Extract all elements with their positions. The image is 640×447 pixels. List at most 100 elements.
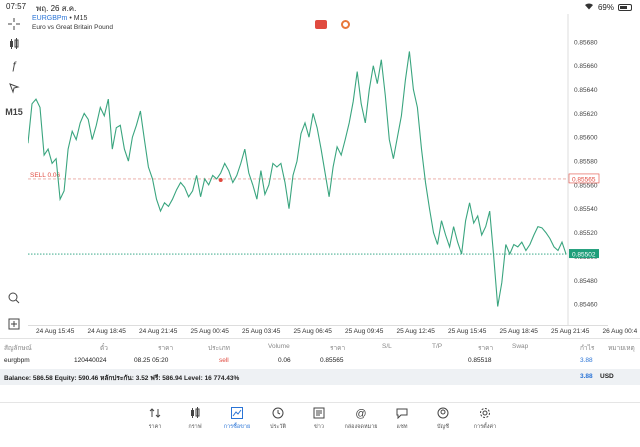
y-tick-label: 0.85460	[574, 302, 598, 309]
chart-description: Euro vs Great Britain Pound	[32, 24, 113, 31]
y-tick-label: 0.85560	[574, 182, 598, 189]
wifi-icon	[584, 2, 594, 12]
balance-profit: 3.88	[580, 373, 593, 380]
y-tick-label: 0.85600	[574, 135, 598, 142]
account-icon	[423, 407, 463, 421]
row-type: sell	[219, 357, 229, 364]
row-open-price: 0.85565	[320, 357, 344, 364]
nav-item-chat[interactable]: แชท	[382, 407, 422, 431]
x-tick-label: 24 Aug 21:45	[139, 328, 178, 335]
chart-symbol-header: EURGBPm • M15	[32, 15, 87, 22]
chart-symbol: EURGBPm	[32, 15, 68, 22]
row-symbol: eurgbpm	[4, 357, 30, 364]
nav-item-trade[interactable]: การซื้อขาย	[217, 407, 257, 431]
col-open-price: ราคา	[330, 345, 346, 352]
col-tp: T/P	[432, 343, 443, 350]
battery-icon	[618, 3, 632, 11]
history-icon	[258, 407, 298, 421]
sell-price-tag	[568, 173, 600, 184]
new-order-icon[interactable]	[6, 316, 22, 332]
x-tick-label: 25 Aug 09:45	[345, 328, 384, 335]
news-icon	[299, 407, 339, 421]
nav-item-news[interactable]: ข่าว	[299, 407, 339, 431]
nav-item-label: ราคา	[148, 424, 162, 430]
nav-item-label: บัญชี	[437, 424, 449, 430]
status-date: พฤ. 26 ส.ค.	[36, 4, 77, 13]
y-tick-label: 0.85540	[574, 206, 598, 213]
x-tick-label: 25 Aug 15:45	[448, 328, 487, 335]
row-profit: 3.88	[580, 357, 593, 364]
price-series-line	[28, 51, 567, 307]
col-comment: หมายเหตุ	[608, 345, 635, 352]
nav-item-history[interactable]: ประวัติ	[258, 407, 298, 431]
nav-item-label: กราฟ	[188, 424, 202, 430]
row-current-price: 0.85518	[468, 357, 492, 364]
x-tick-label: 25 Aug 03:45	[242, 328, 281, 335]
status-bar: 07:57 พฤ. 26 ส.ค. 69%	[0, 0, 640, 14]
battery-percent: 69%	[597, 2, 614, 12]
nav-item-mailbox[interactable]: @ กล่องจดหมาย	[341, 407, 381, 431]
col-profit: กำไร	[580, 345, 595, 352]
table-row[interactable]: eurgbpm 120440024 08.25 05:20 sell 0.06 …	[0, 353, 640, 368]
chart-candles-icon	[175, 407, 215, 421]
timeframe-button[interactable]: M15	[5, 107, 23, 117]
x-tick-label: 25 Aug 21:45	[551, 328, 590, 335]
col-sl: S/L	[382, 343, 392, 350]
nav-item-chart-candles[interactable]: กราฟ	[175, 407, 215, 431]
sell-label: SELL 0.06	[30, 172, 61, 179]
row-volume: 0.06	[278, 357, 291, 364]
sell-price-tag-label: 0.85565	[572, 176, 596, 183]
indicators-icon[interactable]: ƒ	[10, 60, 18, 72]
bottom-navigation: ราคา กราฟ การซื้อขาย ประวัติ ข่าว @ กล่องจดหมา…	[0, 402, 640, 447]
x-tick-label: 25 Aug 00:45	[190, 328, 229, 335]
balance-summary: Balance: 586.58 Equity: 590.46 หลักประกั…	[4, 375, 240, 382]
nav-item-label: กล่องจดหมาย	[344, 424, 378, 430]
col-ticket: ตั๋ว	[100, 345, 108, 352]
col-current-price: ราคา	[478, 345, 494, 352]
x-axis: 24 Aug 15:45 24 Aug 18:45 24 Aug 21:45 25 A…	[28, 326, 640, 338]
x-tick-label: 25 Aug 18:45	[499, 328, 538, 335]
row-time: 08.25 05:20	[134, 357, 169, 364]
current-price-tag	[569, 249, 599, 259]
y-tick-label: 0.85680	[574, 39, 598, 46]
chart-toolbar: ƒ M15	[0, 14, 28, 334]
col-swap: Swap	[512, 343, 529, 350]
nav-item-label: ประวัติ	[269, 424, 287, 430]
zoom-icon[interactable]	[6, 290, 22, 306]
nav-item-settings[interactable]: การตั้งค่า	[465, 407, 505, 431]
one-click-trading-icon[interactable]	[341, 20, 350, 29]
col-symbol: สัญลักษณ์	[4, 345, 32, 352]
chart-type-icon[interactable]	[6, 36, 22, 52]
balance-bar: Balance: 586.58 Equity: 590.46 หลักประกั…	[0, 369, 640, 385]
col-price: ราคา	[158, 345, 174, 352]
nav-item-label: การซื้อขาย	[223, 424, 251, 430]
sell-entry-marker	[218, 177, 223, 182]
flag-icon[interactable]	[315, 20, 327, 29]
y-tick-label: 0.85640	[574, 87, 598, 94]
nav-item-account[interactable]: บัญชี	[423, 407, 463, 431]
x-tick-label: 26 Aug 00:4	[602, 328, 638, 335]
x-tick-label: 25 Aug 06:45	[293, 328, 332, 335]
y-tick-label: 0.85660	[574, 63, 598, 70]
objects-icon[interactable]	[6, 80, 22, 96]
y-tick-label: 0.85480	[574, 278, 598, 285]
chart-timeframe: • M15	[67, 15, 88, 22]
positions-table-header: สัญลักษณ์ ตั๋ว ราคา ประเภท Volume ราคา S…	[0, 338, 640, 353]
nav-item-quotes[interactable]: ราคา	[135, 407, 175, 431]
chat-icon	[382, 407, 422, 421]
quotes-icon	[135, 407, 175, 421]
nav-item-label: แชท	[396, 424, 408, 430]
col-type: ประเภท	[208, 345, 230, 352]
y-tick-label: 0.85620	[574, 111, 598, 118]
price-chart[interactable]: 0.85680 0.85660 0.85640 0.85620 0.85600 0.855…	[28, 14, 608, 326]
nav-item-label: ข่าว	[314, 424, 324, 430]
settings-icon	[465, 407, 505, 421]
crosshair-icon[interactable]	[6, 16, 22, 32]
balance-currency: USD	[600, 373, 614, 380]
status-time: 07:57	[6, 2, 27, 11]
nav-item-label: การตั้งค่า	[473, 424, 497, 430]
x-tick-label: 24 Aug 18:45	[87, 328, 126, 335]
x-tick-label: 25 Aug 12:45	[396, 328, 435, 335]
x-tick-label: 24 Aug 15:45	[36, 328, 75, 335]
current-price-tag-label: 0.85502	[572, 252, 596, 259]
